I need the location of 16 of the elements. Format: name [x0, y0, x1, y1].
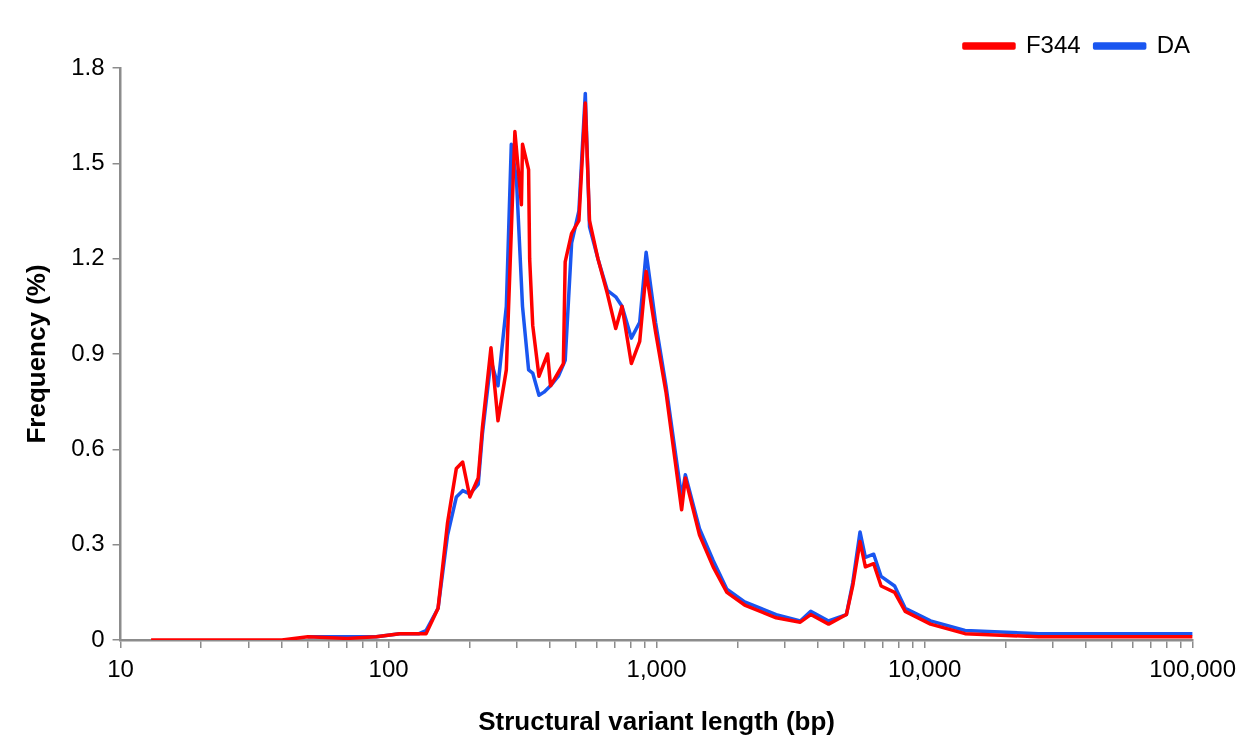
legend-label: F344	[1025, 30, 1081, 58]
y-tick-label: 0.6	[71, 433, 105, 461]
x-tick-label: 10,000	[887, 655, 962, 683]
y-tick-label: 0.9	[71, 338, 105, 366]
y-tick-label: 0.3	[71, 529, 105, 557]
x-tick-label: 100	[368, 655, 409, 683]
x-tick-label: 10	[107, 655, 134, 683]
x-axis-title: Structural variant length (bp)	[478, 705, 835, 736]
y-axis-title: Frequency (%)	[20, 264, 51, 444]
x-tick-label: 100,000	[1149, 655, 1237, 683]
legend-label: DA	[1156, 30, 1190, 58]
y-tick-label: 0	[91, 624, 105, 652]
y-tick-label: 1.8	[71, 52, 105, 80]
x-tick-label: 1,000	[626, 655, 687, 683]
y-tick-label: 1.2	[71, 243, 105, 271]
y-tick-label: 1.5	[71, 147, 105, 175]
